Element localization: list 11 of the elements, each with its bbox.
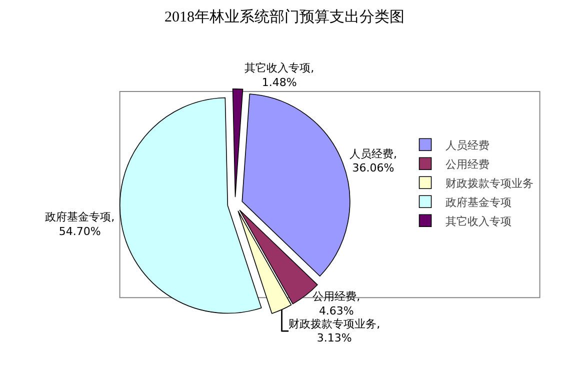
data-label: 政府基金专项, 54.70% [45,210,115,238]
chart-title: 2018年林业系统部门预算支出分类图 [164,8,404,26]
data-label: 人员经费, 36.06% [349,147,397,175]
legend-label: 政府基金专项 [445,196,512,209]
legend-label: 其它收入专项 [445,214,512,228]
legend-label: 公用经费 [445,158,490,171]
legend-label: 财政拨款专项业务 [445,176,534,190]
data-label: 财政拨款专项业务, 3.13% [288,317,380,345]
legend-label: 人员经费 [445,138,490,152]
data-label: 其它收入专项, 1.48% [244,62,314,89]
data-label: 公用经费, 4.63% [312,290,360,318]
